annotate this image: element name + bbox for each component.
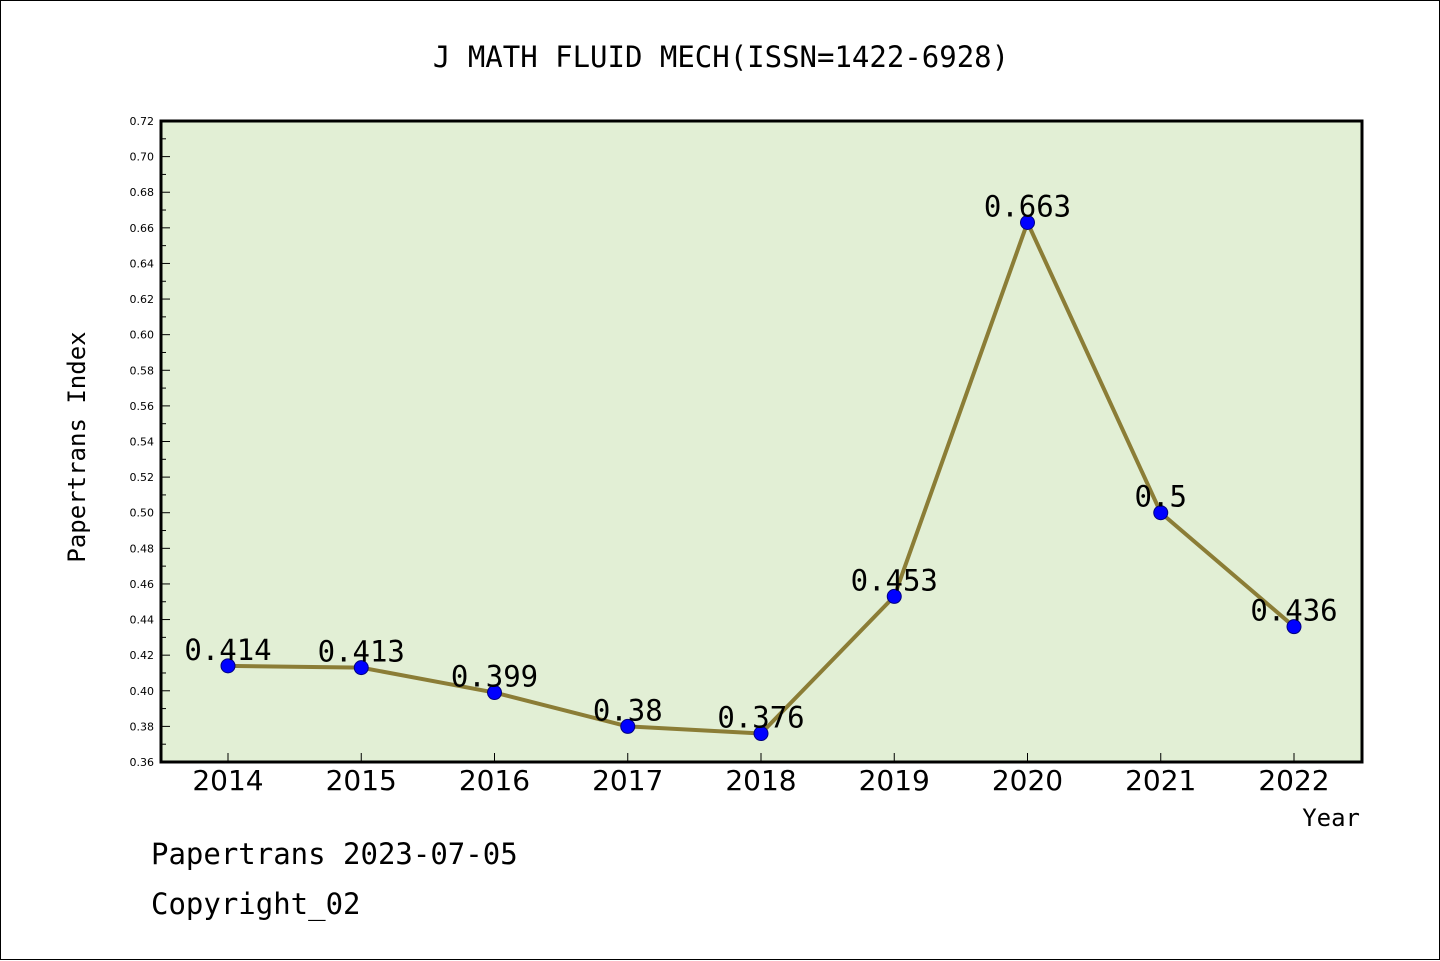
data-point [1020,214,1035,230]
data-point [353,660,369,676]
data-label: 0.399 [451,660,538,694]
footer-copyright: Copyright_02 [151,887,361,921]
data-point [1286,619,1302,635]
x-tick-label: 2019 [859,764,930,797]
data-label: 0.376 [717,701,804,735]
y-tick-label: 0.52 [130,471,155,484]
y-tick-label: 0.48 [130,542,155,555]
data-point [886,588,902,604]
y-tick-label: 0.66 [130,222,155,235]
plot-border [159,119,1364,764]
x-tick-label: 2021 [1125,764,1196,797]
y-tick-label: 0.70 [130,151,155,164]
y-tick-label: 0.44 [130,614,155,627]
y-tick-label: 0.40 [130,685,155,698]
x-tick-label: 2022 [1258,764,1329,797]
data-label: 0.453 [851,563,938,597]
y-axis-title: Papertrans Index [63,331,91,562]
y-tick-label: 0.64 [130,257,155,270]
x-tick-label: 2015 [326,764,397,797]
y-tick-label: 0.62 [130,293,155,306]
y-tick-label: 0.42 [130,649,155,662]
x-axis-title: Year [1302,804,1360,832]
data-label-layer: 0.414 0.413 0.399 0.38 0.376 0.453 0.663 0.5 0.4… [184,189,1337,734]
y-tick-label: 0.46 [130,578,155,591]
data-label: 0.414 [184,633,271,667]
x-axis: 2014 2015 2016 2017 2018 2019 2020 2021 2022 [192,753,1330,797]
y-tick-label: 0.50 [130,507,155,520]
y-tick-label: 0.56 [130,400,155,413]
x-tick-label: 2014 [192,764,263,797]
y-tick-label: 0.54 [130,436,155,449]
chart-title: J MATH FLUID MECH(ISSN=1422-6928) [433,40,1009,74]
data-label: 0.663 [984,189,1071,223]
data-label: 0.5 [1135,480,1187,514]
y-axis: 0.36 0.38 0.40 0.42 0.44 0.46 0.48 0.50 0.52 0.54… [130,115,170,769]
y-tick-label: 0.38 [130,720,155,733]
data-point [1153,505,1169,521]
data-label: 0.436 [1250,594,1337,628]
x-tick-label: 2018 [725,764,796,797]
y-tick-label: 0.68 [130,186,155,199]
y-tick-label: 0.36 [130,756,155,769]
series-layer [220,214,1302,742]
data-point [753,726,769,742]
x-tick-label: 2016 [459,764,530,797]
data-label: 0.38 [593,693,663,727]
y-tick-label: 0.72 [130,115,155,128]
x-tick-label: 2020 [992,764,1063,797]
plot-area [161,121,1362,762]
data-point [620,718,636,734]
data-point [220,658,236,674]
data-point [487,685,502,701]
data-label: 0.413 [318,635,405,669]
footer-date: Papertrans 2023-07-05 [151,837,518,871]
x-tick-label: 2017 [592,764,663,797]
y-tick-label: 0.60 [130,329,155,342]
y-tick-label: 0.58 [130,364,155,377]
